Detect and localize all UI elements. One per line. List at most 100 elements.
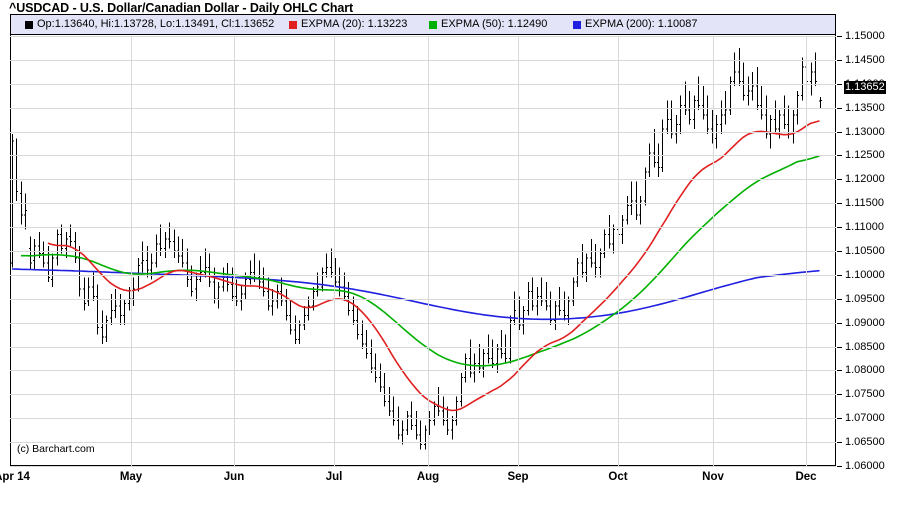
ohlc-bar <box>284 289 289 321</box>
ohlc-bar <box>418 420 423 450</box>
ohlc-bar <box>696 76 701 111</box>
ohlc-bar <box>521 305 526 335</box>
ohlc-bar <box>468 339 473 378</box>
ohlc-bar <box>674 114 679 144</box>
y-axis-tick <box>837 84 842 85</box>
ohlc-bar <box>37 231 42 259</box>
ohlc-bar <box>647 143 652 177</box>
ohlc-bar <box>297 320 302 345</box>
horizontal-gridline <box>10 179 836 180</box>
horizontal-gridline <box>10 36 836 37</box>
ohlc-bar <box>495 344 500 373</box>
ohlc-bar <box>55 229 60 266</box>
y-axis-tick <box>837 227 842 228</box>
ohlc-bar <box>562 291 567 321</box>
legend-item-quote: Op:1.13640, Hi:1.13728, Lo:1.13491, Cl:1… <box>25 17 274 32</box>
price-series-svg <box>10 47 823 450</box>
ohlc-bar <box>369 339 374 373</box>
ohlc-bar <box>660 119 665 173</box>
y-axis-tick <box>837 466 842 467</box>
ohlc-bar <box>198 255 203 283</box>
ohlc-bar <box>275 284 280 309</box>
y-axis-label: 1.13000 <box>845 126 885 138</box>
horizontal-gridline <box>10 299 836 300</box>
ohlc-bar <box>701 86 706 120</box>
ohlc-bar <box>23 193 28 230</box>
y-axis-label: 1.12000 <box>845 173 885 185</box>
ohlc-bar <box>441 396 446 426</box>
ohlc-bar <box>351 296 356 326</box>
ohlc-bar <box>530 277 535 311</box>
x-axis-label: Oct <box>608 471 628 483</box>
ohlc-bar <box>261 267 266 297</box>
ohlc-bar <box>499 329 504 359</box>
ohlc-bar <box>329 248 334 278</box>
ohlc-bar <box>28 236 33 271</box>
x-axis-label: Jun <box>223 471 245 483</box>
legend-item-ema20: EXPMA (20): 1.13223 <box>289 17 407 32</box>
ohlc-bar <box>481 348 486 378</box>
ohlc-bar <box>163 231 168 259</box>
ohlc-bar <box>759 86 764 120</box>
ohlc-bar <box>230 267 235 302</box>
ohlc-bar <box>212 267 217 304</box>
ohlc-bar <box>185 248 190 287</box>
legend-label: EXPMA (20): 1.13223 <box>301 18 408 30</box>
horizontal-gridline <box>10 108 836 109</box>
vertical-gridline <box>131 36 132 466</box>
ohlc-bar <box>405 411 410 435</box>
y-axis-label: 1.12500 <box>845 149 885 161</box>
ohlc-bar <box>544 282 549 311</box>
y-axis-label: 1.08500 <box>845 341 885 353</box>
ohlc-bar <box>620 215 625 244</box>
horizontal-gridline <box>10 251 836 252</box>
x-axis-label: Jul <box>325 471 343 483</box>
ohlc-bar <box>692 95 697 130</box>
ohlc-bar <box>387 387 392 416</box>
y-axis-label: 1.10000 <box>845 269 885 281</box>
ohlc-bar <box>512 291 517 326</box>
ohlc-bar <box>526 282 531 316</box>
vertical-gridline <box>234 36 235 466</box>
horizontal-gridline <box>10 275 836 276</box>
ohlc-bar <box>741 62 746 101</box>
y-axis-tick <box>837 442 842 443</box>
vertical-gridline <box>518 36 519 466</box>
ohlc-bar <box>122 298 127 326</box>
ohlc-bar <box>687 90 692 125</box>
ohlc-bar <box>746 76 751 106</box>
ohlc-bar <box>723 90 728 125</box>
y-axis-label: 1.10500 <box>845 245 885 257</box>
ohlc-bar <box>445 406 450 435</box>
ohlc-bar <box>611 224 616 254</box>
ohlc-bar <box>216 282 221 309</box>
y-axis-label: 1.07000 <box>845 412 885 424</box>
vertical-gridline <box>618 36 619 466</box>
ohlc-bar <box>248 260 253 285</box>
ohlc-bar <box>10 133 15 268</box>
ohlc-bar <box>809 62 814 96</box>
ohlc-bar <box>472 353 477 383</box>
legend-swatch-icon <box>573 20 581 29</box>
legend-swatch-icon <box>25 20 33 29</box>
y-axis-tick <box>837 418 842 419</box>
y-axis-tick <box>837 275 842 276</box>
ohlc-bar <box>378 363 383 392</box>
ohlc-bar <box>656 143 661 177</box>
ohlc-bar <box>400 420 405 445</box>
ohlc-bar <box>705 95 710 134</box>
ohlc-bar <box>91 272 96 302</box>
ohlc-bar <box>813 52 818 87</box>
horizontal-gridline <box>10 442 836 443</box>
y-axis-tick <box>837 394 842 395</box>
ohlc-bar <box>450 415 455 440</box>
ohlc-bar <box>158 224 163 256</box>
ohlc-bar <box>104 315 109 342</box>
ohlc-bar <box>180 239 185 268</box>
y-axis-tick <box>837 132 842 133</box>
plot-area <box>10 36 836 467</box>
ohlc-bar <box>755 67 760 111</box>
ohlc-bar <box>360 320 365 349</box>
y-axis-tick <box>837 36 842 37</box>
ohlc-bar <box>629 181 634 216</box>
